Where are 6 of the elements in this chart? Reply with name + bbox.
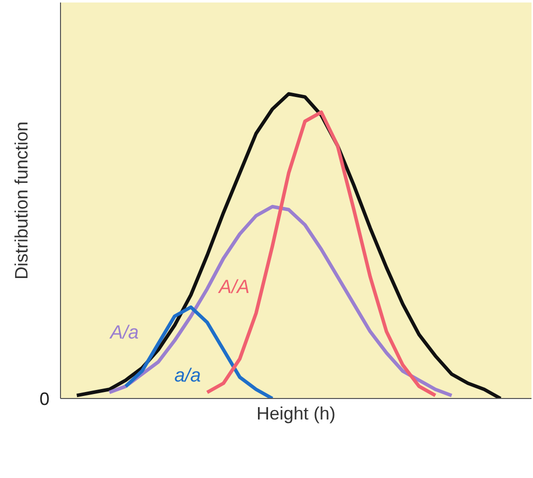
y-axis-title: Distribution function [11, 121, 32, 280]
series-label: a/a [174, 365, 201, 386]
series-label: A/a [109, 322, 139, 344]
series-label: A/A [218, 276, 250, 298]
x-axis-title: Height (h) [256, 404, 336, 424]
text: 0 [39, 389, 50, 409]
